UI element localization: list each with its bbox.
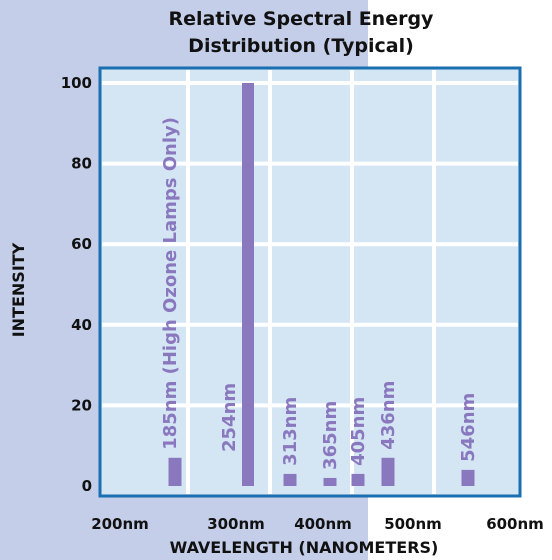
chart-title-line-1: Relative Spectral Energy [169, 8, 435, 30]
x-tick-label: 500nm [384, 515, 442, 533]
y-tick-label: 60 [71, 235, 92, 253]
grid [102, 70, 518, 494]
bar-313nm [283, 473, 297, 486]
y-tick-label: 0 [82, 477, 92, 495]
plot-area [98, 66, 522, 498]
x-tick-label: 300nm [207, 515, 265, 533]
x-tick-label: 400nm [294, 515, 352, 533]
bar-label-436nm: 436nm [378, 381, 399, 450]
bar-label-185nm: 185nm (High Ozone Lamps Only) [160, 117, 181, 450]
y-tick-label: 80 [71, 155, 92, 173]
y-tick-labels: 0 20 40 60 80 100 [61, 74, 92, 495]
bar-436nm [381, 457, 395, 486]
bar-label-546nm: 546nm [458, 393, 479, 462]
x-tick-label: 600nm [486, 515, 544, 533]
bar-label-405nm: 405nm [348, 397, 369, 466]
y-axis-label: INTENSITY [9, 242, 28, 337]
bar-405nm [351, 473, 365, 486]
bars: 185nm (High Ozone Lamps Only) 254nm 313nm 3… [160, 83, 479, 486]
bar-546nm [461, 469, 475, 486]
x-axis-label: WAVELENGTH (NANOMETERS) [170, 538, 439, 557]
bar-365nm [323, 477, 337, 486]
y-tick-label: 100 [61, 74, 92, 92]
bar-254nm [242, 83, 254, 486]
y-tick-label: 20 [71, 396, 92, 414]
bar-label-254nm: 254nm [219, 383, 240, 452]
bar-label-365nm: 365nm [320, 401, 341, 470]
bar-185nm [168, 457, 182, 486]
y-tick-label: 40 [71, 316, 92, 334]
x-tick-label: 200nm [91, 515, 149, 533]
x-tick-labels: 200nm 300nm 400nm 500nm 600nm [91, 515, 544, 533]
bar-label-313nm: 313nm [280, 397, 301, 466]
chart-title-line-2: Distribution (Typical) [188, 35, 414, 57]
